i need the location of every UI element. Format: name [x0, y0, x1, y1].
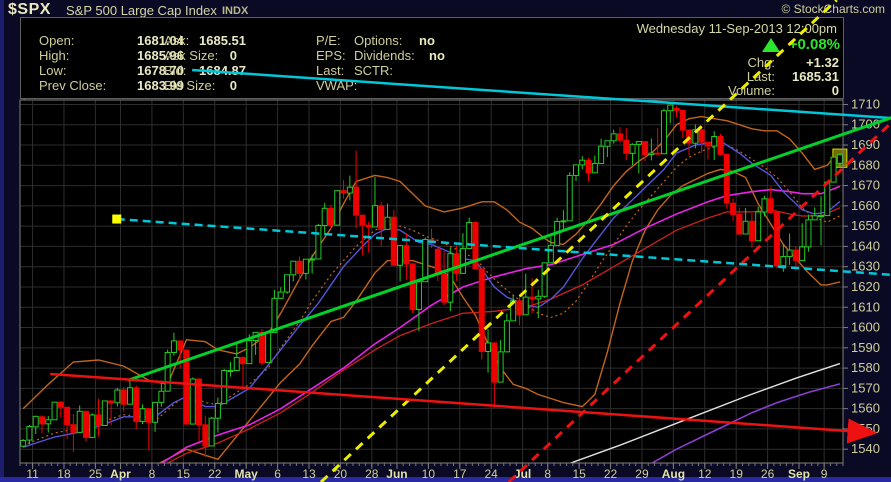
symbol-fullname: S&P 500 Large Cap Index — [66, 3, 217, 18]
low-value: 1678.70 — [137, 63, 184, 78]
vwap-label: VWAP: — [316, 78, 358, 93]
high-value: 1685.96 — [137, 48, 184, 63]
exchange-label: INDX — [222, 5, 249, 17]
svg-text:1550: 1550 — [851, 421, 880, 436]
ema50-line — [166, 207, 841, 463]
legend-bb: BB(20,2.0) 1622.45 - 1655.08 - 1687.72 — [21, 175, 234, 189]
open-label: Open: — [39, 33, 75, 48]
high-label: High: — [39, 48, 70, 63]
low-label: Low: — [39, 63, 67, 78]
chart-legend: $SPX (Daily) 1685.31 EMA(20) 1662.14 EMA… — [21, 97, 233, 189]
last-price-label: Last: — [746, 69, 775, 84]
chart-type-icon — [21, 98, 32, 110]
sctr-label: SCTR: — [354, 63, 393, 78]
options-value: no — [419, 33, 435, 48]
quote-panel: Open: 1681.04 High: 1685.96 Low: 1678.70… — [20, 17, 844, 99]
ask-label: Ask: — [164, 33, 190, 48]
svg-text:1540: 1540 — [851, 441, 880, 456]
svg-text:1560: 1560 — [851, 401, 880, 416]
eps-label: EPS: — [316, 48, 346, 63]
copyright-notice: © StockCharts.com — [781, 2, 885, 16]
legend-title-row: $SPX (Daily) 1685.31 — [21, 97, 233, 112]
trendline-red-arrow[interactable] — [50, 372, 878, 444]
svg-text:1710: 1710 — [851, 96, 880, 111]
volume-value: 0 — [831, 83, 839, 98]
page-bottom-border — [0, 477, 891, 482]
ask-value: 1685.51 — [199, 33, 246, 48]
trendline-cyan-dashed-handle[interactable] — [112, 214, 122, 224]
bb-middle-line — [22, 144, 841, 446]
ask-size-value: 0 — [229, 48, 237, 63]
open-value: 1681.04 — [137, 33, 184, 48]
svg-text:1610: 1610 — [851, 299, 880, 314]
up-arrow-icon — [761, 37, 780, 52]
ma50-line — [160, 185, 841, 463]
options-label: Options: — [354, 33, 403, 48]
last-label: Last: — [316, 63, 345, 78]
ask-size-label: Ask Size: — [164, 48, 219, 63]
volume-label: Volume: — [728, 83, 775, 98]
svg-text:1630: 1630 — [851, 259, 880, 274]
dividends-label: Dividends: — [354, 48, 415, 63]
bb-lower-line — [122, 168, 841, 463]
chg-label: Chg: — [747, 55, 775, 70]
change-percent: +0.08% — [788, 36, 840, 53]
svg-text:1690: 1690 — [851, 137, 880, 152]
ma200-line — [650, 383, 841, 463]
y-axis: 1540 1550 1560 1570 1580 1590 1600 1610 1620 1630… — [843, 96, 880, 456]
quote-datetime: Wednesday 11-Sep-2013 12:00pm — [636, 21, 837, 36]
prev-close-label: Prev Close: — [39, 78, 107, 93]
bid-label: Bid: — [164, 63, 187, 78]
chg-value: +1.32 — [806, 55, 839, 70]
svg-text:1700: 1700 — [851, 117, 880, 132]
page-left-border — [0, 0, 4, 482]
bid-value: 1684.87 — [199, 63, 246, 78]
svg-text:1600: 1600 — [851, 320, 880, 335]
change-percent-row: +0.08% — [761, 36, 840, 53]
svg-text:1620: 1620 — [851, 279, 880, 294]
last-candle-highlight — [832, 148, 848, 168]
svg-text:1650: 1650 — [851, 218, 880, 233]
dividends-value: no — [429, 48, 445, 63]
svg-text:1680: 1680 — [851, 157, 880, 172]
trendline-green-solid[interactable] — [127, 116, 891, 382]
pe-label: P/E: — [316, 33, 341, 48]
bid-size-value: 0 — [229, 78, 237, 93]
prev-close-value: 1683.99 — [137, 78, 184, 93]
svg-text:1670: 1670 — [851, 178, 880, 193]
svg-text:1580: 1580 — [851, 360, 880, 375]
last-price-value: 1685.31 — [792, 69, 839, 84]
trendline-red-dashed[interactable] — [507, 121, 891, 482]
trendline-cyan-dashed[interactable] — [116, 217, 891, 277]
svg-text:1660: 1660 — [851, 198, 880, 213]
ema200-line — [568, 362, 841, 463]
svg-text:1590: 1590 — [851, 340, 880, 355]
svg-text:1640: 1640 — [851, 238, 880, 253]
symbol-title: $SPX — [8, 1, 51, 18]
svg-text:1570: 1570 — [851, 380, 880, 395]
bid-size-label: Bid Size: — [164, 78, 216, 93]
